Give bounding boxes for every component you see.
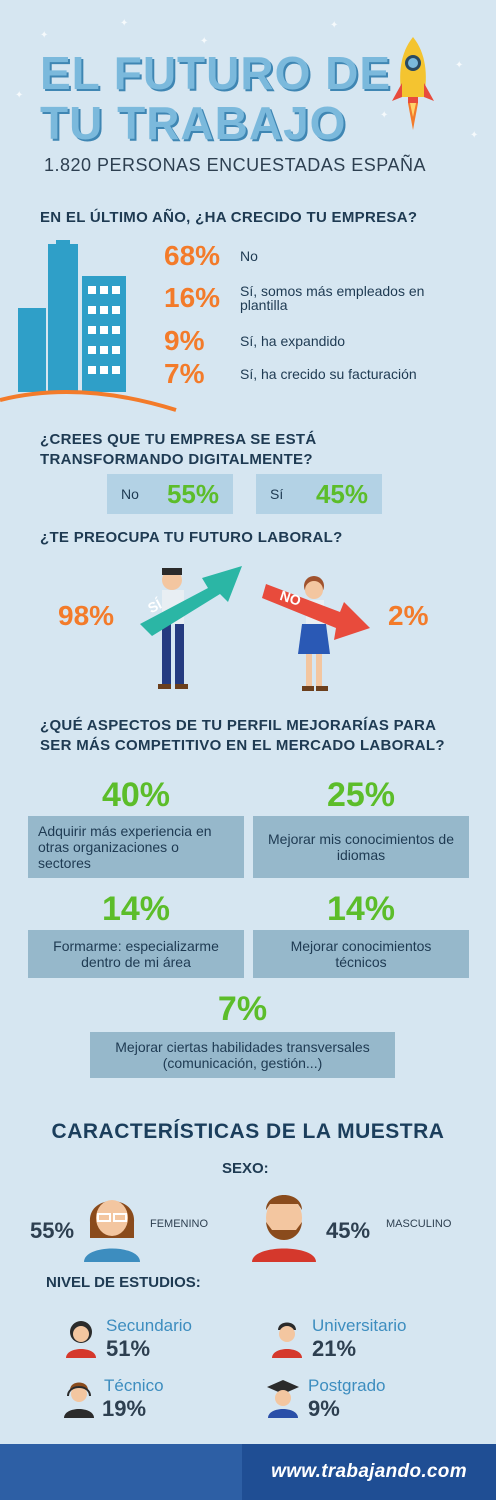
improvement-label: Mejorar mis conocimientos de idiomas — [253, 816, 469, 878]
education-name: Técnico — [104, 1376, 164, 1395]
growth-pct: 7% — [164, 358, 205, 389]
worry-no-pct: 2% — [388, 600, 429, 631]
question-digital-transformation: ¿CREES QUE TU EMPRESA SE ESTÁ TRANSFORMA… — [40, 431, 317, 468]
male-avatar-icon — [252, 1195, 316, 1262]
improvement-label: Adquirir más experiencia en otras organi… — [28, 816, 244, 878]
improvement-pct: 14% — [101, 890, 171, 928]
question-company-growth: EN EL ÚLTIMO AÑO, ¿HA CRECIDO TU EMPRESA… — [40, 209, 418, 226]
improvement-label: Mejorar ciertas habilidades transversale… — [90, 1032, 395, 1078]
growth-label: Sí, somos más empleados en plantilla — [240, 283, 425, 313]
question-future-worry: ¿TE PREOCUPA TU FUTURO LABORAL? — [40, 529, 343, 546]
growth-answer-no: 68% No — [164, 240, 258, 272]
growth-label: Sí, ha expandido — [240, 333, 346, 349]
growth-answer-employees: 16% Sí, somos más empleados en plantilla — [164, 282, 470, 314]
digital-answer-yes: Sí 45% — [256, 474, 382, 514]
digital-answer-no: No 55% — [107, 474, 233, 514]
education-name: Secundario — [106, 1316, 193, 1335]
answer-pct: 55% — [166, 478, 219, 509]
technician-avatar-icon — [64, 1382, 94, 1418]
improvement-pct: 14% — [326, 890, 396, 928]
subtitle: 1.820 PERSONAS ENCUESTADAS ESPAÑA — [44, 155, 426, 175]
improvement-label: Mejorar conocimientos técnicos — [253, 930, 469, 978]
question-profile-improvement: ¿QUÉ ASPECTOS DE TU PERFIL MEJORARÍAS PA… — [40, 717, 445, 754]
title-line-1: EL FUTURO DE — [40, 47, 392, 99]
male-label: MASCULINO — [386, 1218, 452, 1230]
education-pct: 51% — [106, 1336, 151, 1361]
growth-label: Sí, ha crecido su facturación — [240, 366, 417, 382]
growth-pct: 16% — [164, 282, 221, 313]
woman-with-down-arrow-icon — [262, 576, 370, 691]
education-name: Postgrado — [308, 1376, 386, 1395]
growth-label: No — [240, 248, 258, 264]
growth-answer-expanded: 9% Sí, ha expandido — [164, 325, 345, 357]
growth-answer-revenue: 7% Sí, ha crecido su facturación — [164, 358, 417, 390]
sample-section-title: CARACTERÍSTICAS DE LA MUESTRA — [51, 1120, 445, 1143]
female-pct: 55% — [30, 1218, 75, 1243]
education-pct: 19% — [102, 1396, 147, 1421]
growth-pct: 9% — [164, 325, 205, 356]
education-pct: 9% — [308, 1396, 340, 1421]
man-with-up-arrow-icon — [140, 566, 242, 689]
education-pct: 21% — [312, 1336, 357, 1361]
growth-pct: 68% — [164, 240, 221, 271]
rocket-icon — [392, 37, 434, 130]
answer-label: No — [121, 486, 139, 502]
male-pct: 45% — [326, 1218, 371, 1243]
improvement-pct: 25% — [326, 776, 396, 814]
footer-site-text: www.trabajando.com — [271, 1461, 467, 1482]
improvement-pct: 7% — [217, 990, 268, 1028]
student-avatar-icon — [66, 1321, 96, 1358]
building-icon — [0, 240, 177, 412]
footer-site-link[interactable]: www.trabajando.com — [242, 1444, 496, 1500]
female-label: FEMENINO — [150, 1218, 209, 1230]
education-label: NIVEL DE ESTUDIOS: — [46, 1274, 201, 1291]
answer-label: Sí — [270, 486, 284, 502]
sex-label: SEXO: — [222, 1160, 269, 1177]
graduate-avatar-icon — [272, 1322, 302, 1358]
improvement-pct: 40% — [101, 776, 171, 814]
improvement-label: Formarme: especializarme dentro de mi ár… — [28, 930, 244, 978]
title-line-2: TU TRABAJO — [40, 97, 347, 149]
postgraduate-cap-icon — [267, 1380, 299, 1418]
answer-pct: 45% — [315, 478, 368, 509]
education-name: Universitario — [312, 1316, 407, 1335]
worry-yes-pct: 98% — [58, 600, 115, 631]
female-avatar-icon — [84, 1200, 140, 1262]
